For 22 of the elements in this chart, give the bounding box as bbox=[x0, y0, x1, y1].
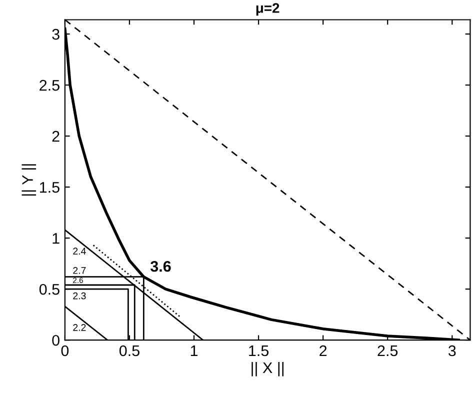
y-tick-label: 1.5 bbox=[40, 182, 60, 193]
annotation: 3.6 bbox=[150, 260, 171, 272]
x-tick-label: 2.5 bbox=[378, 345, 398, 356]
y-tick-label: 0 bbox=[52, 334, 60, 346]
x-tick-label: 3 bbox=[448, 345, 456, 356]
x-tick-label: 2 bbox=[320, 345, 327, 356]
y-tick-label: 2.5 bbox=[40, 80, 60, 91]
x-tick-label: 1 bbox=[190, 346, 198, 356]
x-tick-label: 0 bbox=[61, 345, 69, 356]
y-tick-label: 2 bbox=[52, 130, 60, 142]
y-tick-label: 3 bbox=[52, 28, 60, 40]
x-tick-label: 1.5 bbox=[249, 346, 269, 356]
annotation: 2.2 bbox=[73, 324, 86, 331]
chart-title: μ=2 bbox=[256, 3, 280, 16]
y-tick-label: 1 bbox=[52, 233, 60, 244]
annotation: 2.7 bbox=[73, 267, 86, 274]
x-axis-title: || X || bbox=[252, 362, 284, 376]
annotation: 2.4 bbox=[73, 248, 86, 254]
annotation: 2.3 bbox=[73, 292, 86, 300]
x-tick-label: 0.5 bbox=[119, 345, 140, 356]
y-axis-title: || Y || bbox=[22, 164, 36, 196]
y-tick-label: 0.5 bbox=[39, 284, 60, 295]
